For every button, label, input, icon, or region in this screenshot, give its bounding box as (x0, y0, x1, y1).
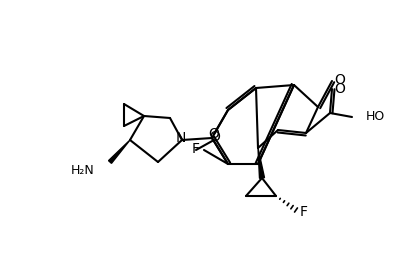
Text: HO: HO (366, 111, 385, 124)
Text: H₂N: H₂N (70, 163, 94, 177)
Polygon shape (109, 140, 130, 163)
Text: O: O (335, 82, 345, 96)
Text: F: F (300, 205, 308, 219)
Text: O: O (209, 127, 219, 141)
Text: F: F (192, 142, 200, 156)
Text: N: N (176, 131, 186, 145)
Text: O: O (210, 130, 220, 144)
Polygon shape (258, 148, 265, 178)
Text: O: O (335, 73, 345, 87)
